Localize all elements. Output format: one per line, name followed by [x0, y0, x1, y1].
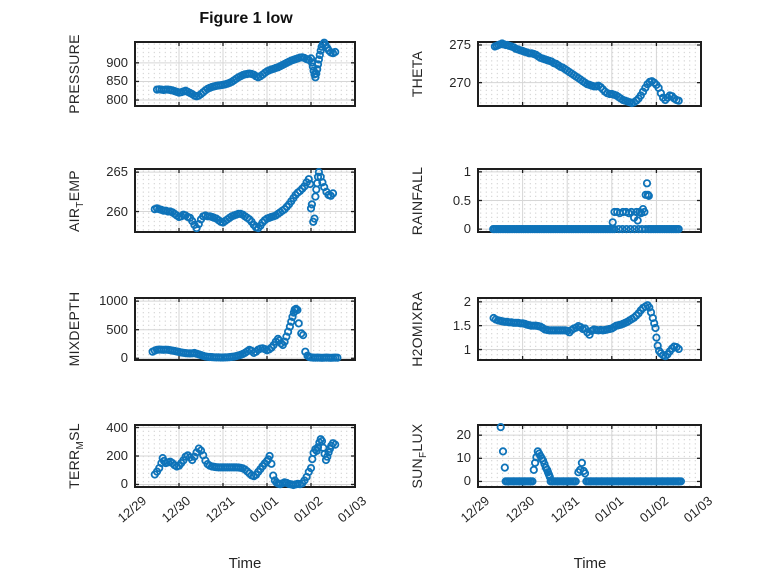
ylabel-text: SUN [409, 458, 426, 489]
xtick-label: 01/03 [681, 493, 716, 526]
xtick-label: 12/31 [203, 493, 238, 526]
ytick-label-pressure: 850 [106, 73, 128, 89]
xtick-label: 01/02 [636, 493, 672, 526]
data-markers-airtemp [150, 167, 338, 233]
ytick-label-terr_msl: 200 [106, 448, 128, 463]
ytick-label-h2omixra: 1 [463, 341, 471, 357]
ylabel-subscript: M [74, 440, 86, 450]
xtick-label: 12/31 [547, 493, 582, 526]
ytick-label-rainfall: 1 [463, 163, 471, 179]
ylabel-text: THETA [409, 50, 426, 98]
tick-marks [135, 42, 355, 106]
ylabel-text: H2OMIXRA [409, 291, 426, 367]
ytick-label-theta: 275 [449, 37, 471, 52]
axes-mixdepth [134, 297, 356, 362]
data-markers-h2omixra [489, 301, 683, 361]
ytick-label-h2omixra: 2 [463, 293, 471, 309]
ylabel-text: EMP [66, 169, 83, 201]
ytick-label-pressure: 800 [106, 92, 128, 108]
ytick-label-sun_flux: 20 [456, 427, 471, 443]
figure-title: Figure 1 low [199, 10, 293, 27]
xtick-label: 12/29 [458, 493, 493, 526]
xtick-label: 01/02 [291, 493, 326, 526]
data-markers-theta [490, 39, 683, 108]
ylabel-text: MIXDEPTH [66, 291, 83, 367]
ylabel-h2omixra: H2OMIXRA [409, 291, 429, 367]
ylabel-text: PRESSURE [66, 34, 83, 114]
ylabel-airtemp: AIRTEMP [66, 170, 86, 232]
tick-marks [135, 169, 355, 232]
ytick-label-mixdepth: 0 [120, 350, 128, 366]
axes-h2omixra [477, 297, 702, 361]
ylabel-theta: THETA [409, 51, 429, 97]
xtick-label: 12/29 [115, 493, 150, 526]
axes-sun_flux [477, 422, 702, 488]
data-markers-terr_msl [150, 435, 340, 490]
ytick-label-theta: 270 [449, 74, 471, 90]
ylabel-text: SL [66, 423, 83, 441]
tick-marks [478, 298, 701, 360]
ytick-label-sun_flux: 0 [463, 473, 471, 489]
ylabel-subscript: F [417, 451, 429, 459]
ylabel-sun_flux: SUNFLUX [409, 423, 429, 488]
ylabel-text: LUX [409, 423, 426, 452]
xtick-label: 01/03 [335, 493, 370, 526]
ylabel-mixdepth: MIXDEPTH [66, 292, 86, 367]
data-markers-pressure [152, 38, 340, 101]
ytick-label-airtemp: 265 [106, 164, 128, 180]
ytick-label-rainfall: 0 [463, 221, 471, 237]
ylabel-text: TERR [66, 449, 83, 489]
ylabel-subscript: T [74, 200, 86, 208]
ylabel-terr_msl: TERRMSL [66, 423, 86, 489]
axes-rainfall [477, 168, 702, 234]
xtick-label: 12/30 [502, 493, 538, 526]
ytick-label-terr_msl: 0 [120, 476, 128, 492]
tick-marks [135, 425, 355, 487]
axes-terr_msl [134, 424, 356, 490]
ytick-label-pressure: 900 [106, 54, 128, 70]
ytick-label-sun_flux: 10 [456, 450, 471, 466]
ytick-label-terr_msl: 400 [106, 419, 128, 435]
ylabel-text: AIR [66, 207, 83, 232]
ytick-label-h2omixra: 1.5 [452, 317, 471, 333]
data-markers-sun_flux [496, 422, 685, 486]
data-markers-rainfall [489, 179, 683, 234]
ylabel-pressure: PRESSURE [66, 34, 86, 113]
data-markers-mixdepth [148, 304, 342, 362]
tick-marks [478, 42, 701, 106]
xlabel-time-left: Time [228, 555, 262, 572]
xlabel-time-right: Time [573, 555, 607, 572]
ylabel-text: RAINFALL [409, 166, 426, 235]
ytick-label-rainfall: 0.5 [452, 192, 471, 208]
xtick-label: 01/01 [247, 493, 282, 526]
xtick-label: 12/30 [159, 493, 194, 526]
xtick-label: 01/01 [591, 493, 627, 526]
ylabel-rainfall: RAINFALL [409, 166, 429, 235]
ytick-label-mixdepth: 1000 [99, 293, 128, 309]
ytick-label-airtemp: 260 [106, 203, 128, 219]
axes-airtemp [134, 167, 356, 233]
axes-theta [477, 39, 702, 108]
ytick-label-mixdepth: 500 [106, 321, 128, 337]
axes-pressure [134, 38, 356, 107]
